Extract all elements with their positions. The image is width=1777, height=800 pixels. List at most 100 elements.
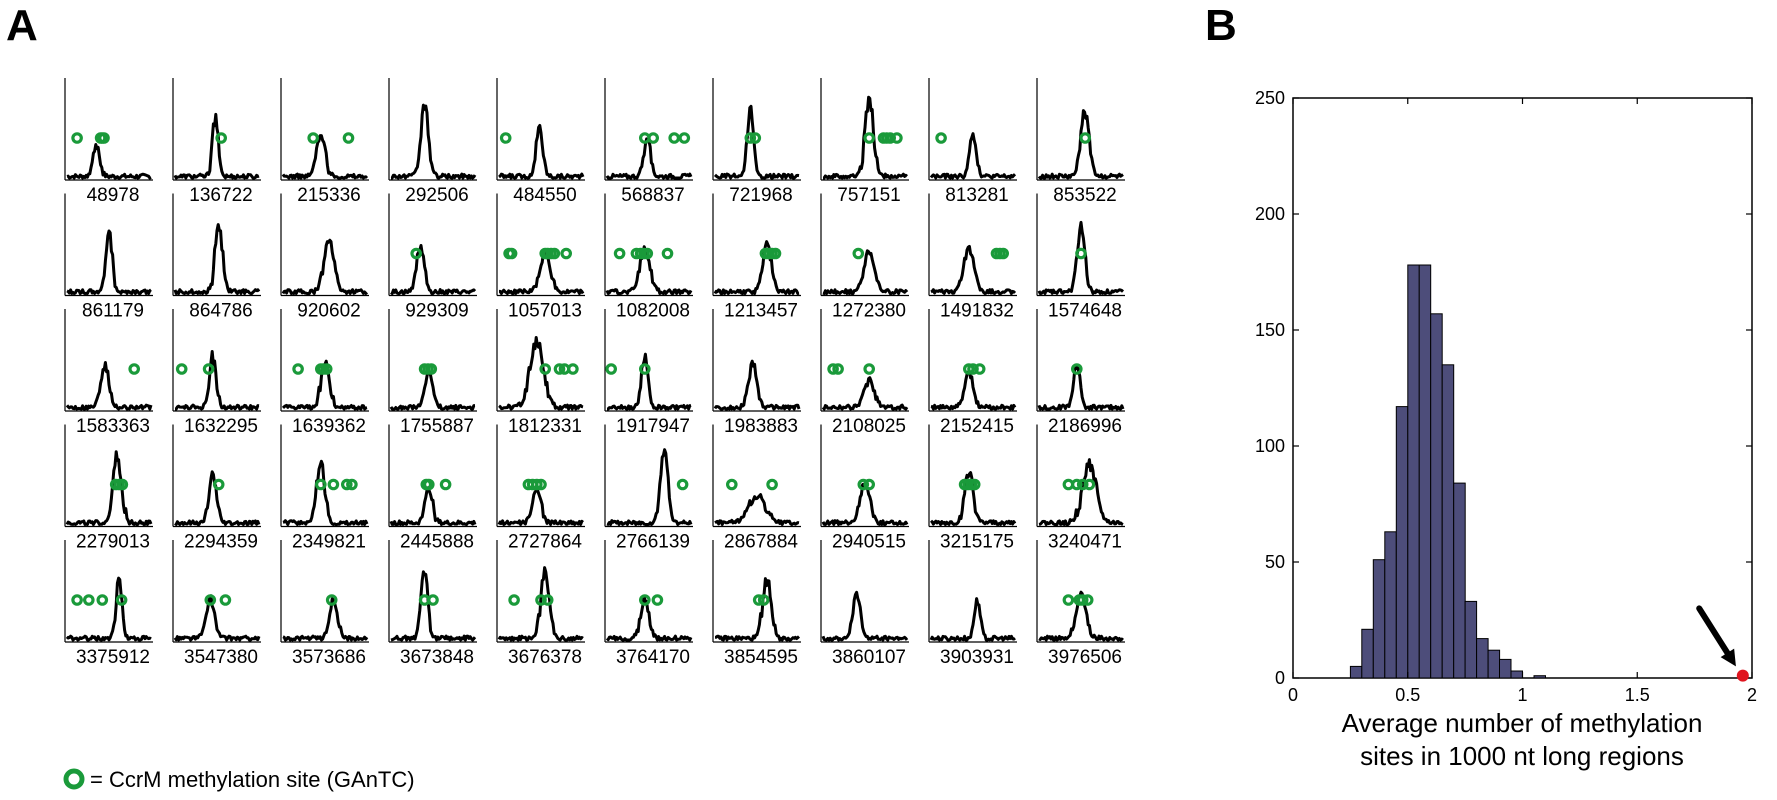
profile-trace	[606, 448, 693, 526]
histogram-bar	[1453, 482, 1466, 679]
region-label: 1491832	[940, 301, 1014, 322]
profile-trace	[713, 359, 801, 411]
methylation-site-marker	[1071, 478, 1083, 491]
methylation-site-marker	[1079, 132, 1091, 144]
histogram-bar	[1441, 364, 1455, 679]
histogram-frame	[1292, 97, 1753, 679]
methylation-site-marker	[638, 594, 651, 606]
coverage-profiles-grid: 48978 136722 215336 292506 484550 568837 72196…	[64, 78, 1125, 668]
histogram-bar	[1499, 658, 1512, 679]
profile-trace	[65, 450, 153, 526]
profile-3215175: 3215175	[928, 424, 1017, 553]
region-label: 721968	[729, 185, 792, 206]
methylation-site-marker	[605, 363, 617, 375]
profile-trace	[1037, 364, 1125, 411]
region-label: 2186996	[1048, 416, 1122, 437]
profile-484550: 484550	[496, 78, 585, 206]
methylation-site-marker	[1081, 594, 1094, 606]
region-label: 3547380	[184, 647, 258, 668]
profile-929309: 929309	[388, 193, 477, 322]
profile-trace	[821, 590, 909, 642]
methylation-site-marker	[725, 478, 738, 491]
region-label: 1812331	[508, 416, 582, 437]
histogram-bar	[1361, 628, 1374, 679]
region-label: 3764170	[616, 647, 690, 668]
methylation-site-marker	[439, 478, 452, 491]
region-label: 1272380	[832, 301, 906, 322]
region-label: 2279013	[76, 532, 150, 553]
methylation-site-marker	[427, 594, 439, 606]
profile-trace	[66, 143, 152, 180]
region-label: 2108025	[832, 416, 906, 437]
legend: = CcrM methylation site (GAnTC)	[63, 767, 415, 792]
methylation-site-marker	[212, 478, 225, 491]
methylation-site-marker	[115, 594, 128, 606]
profile-trace	[390, 570, 477, 642]
profile-3854595: 3854595	[712, 540, 801, 668]
profile-trace	[605, 594, 693, 642]
region-label: 757151	[837, 185, 900, 206]
profile-trace	[605, 137, 693, 180]
profile-3764170: 3764170	[604, 540, 693, 668]
profile-1057013: 1057013	[496, 193, 585, 322]
region-label: 3976506	[1048, 647, 1122, 668]
profile-trace	[389, 486, 477, 526]
profile-2349821: 2349821	[280, 424, 369, 553]
histogram-bar	[1510, 670, 1523, 679]
profile-trace	[929, 132, 1017, 180]
region-label: 861179	[82, 301, 144, 322]
arrow-line	[1696, 605, 1731, 656]
region-label: 3215175	[940, 532, 1014, 553]
region-label: 929309	[405, 301, 468, 322]
profile-3240471: 3240471	[1036, 424, 1125, 553]
profile-trace	[281, 134, 369, 180]
x-tick-label: 1.5	[1625, 685, 1650, 705]
region-label: 3676378	[508, 647, 582, 668]
profile-1983883: 1983883	[712, 309, 801, 437]
region-label: 2766139	[616, 532, 690, 553]
x-axis-title-line1: Average number of methylation	[1342, 708, 1703, 738]
profile-2940515: 2940515	[820, 424, 909, 553]
region-label: 813281	[945, 185, 1008, 206]
profile-215336: 215336	[280, 78, 369, 206]
profile-trace	[930, 244, 1017, 295]
profile-trace	[822, 249, 909, 295]
profile-2108025: 2108025	[820, 309, 909, 437]
methylation-site-marker	[530, 478, 543, 491]
region-label: 1583363	[76, 416, 150, 437]
profile-864786: 864786	[172, 193, 261, 322]
methylation-site-marker	[560, 247, 572, 260]
methylation-site-marker	[541, 594, 554, 606]
profile-1632295: 1632295	[172, 309, 261, 437]
region-label: 1632295	[184, 416, 258, 437]
methylation-site-marker	[325, 594, 338, 606]
region-label: 2867884	[724, 532, 798, 553]
profile-1755887: 1755887	[388, 309, 477, 437]
methylation-site-marker	[827, 363, 839, 375]
methylation-site-marker	[749, 132, 762, 144]
methylation-site-marker	[891, 132, 903, 144]
region-label: 1917947	[616, 416, 690, 437]
profile-2445888: 2445888	[388, 424, 477, 553]
profile-853522: 853522	[1036, 78, 1125, 206]
histogram-bar	[1464, 600, 1478, 679]
region-label: 3375912	[76, 647, 150, 668]
profile-1917947: 1917947	[604, 309, 693, 437]
profile-trace	[821, 482, 909, 526]
profile-trace	[1037, 220, 1125, 295]
methylation-site-marker	[215, 132, 227, 144]
y-tick-label: 250	[1255, 88, 1285, 108]
profile-trace	[66, 229, 152, 295]
methylation-site-marker	[678, 132, 691, 144]
methylation-site-marker	[327, 478, 340, 491]
methylation-site-marker	[752, 594, 765, 606]
methylation-site-marker	[71, 594, 83, 606]
region-label: 48978	[87, 185, 140, 206]
region-label: 1082008	[616, 301, 690, 322]
methylation-site-marker	[935, 132, 947, 144]
panel-b-letter: B	[1205, 1, 1237, 50]
profile-trace	[281, 238, 369, 295]
profile-trace	[1038, 458, 1124, 526]
profile-3676378: 3676378	[496, 540, 585, 668]
methylation-site-marker	[128, 363, 140, 375]
